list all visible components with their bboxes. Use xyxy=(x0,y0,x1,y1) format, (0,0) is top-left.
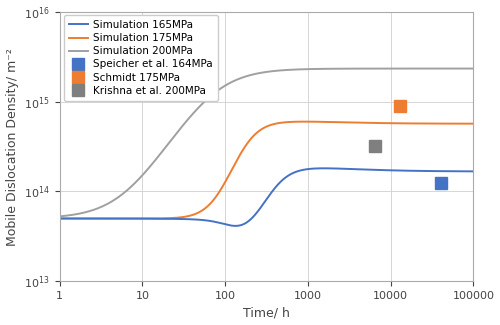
Simulation 200MPa xyxy=(470,67,476,71)
Simulation 175MPa xyxy=(462,122,468,125)
Simulation 175MPa xyxy=(56,216,62,220)
Simulation 165MPa xyxy=(470,169,476,173)
Simulation 165MPa xyxy=(232,224,238,228)
X-axis label: Time/ h: Time/ h xyxy=(243,306,290,319)
Simulation 165MPa xyxy=(418,169,424,173)
Simulation 200MPa xyxy=(233,78,239,82)
Simulation 165MPa xyxy=(234,224,239,228)
Simulation 200MPa xyxy=(104,202,110,206)
Line: Simulation 175MPa: Simulation 175MPa xyxy=(60,122,474,218)
Simulation 175MPa xyxy=(302,120,308,124)
Simulation 175MPa xyxy=(234,159,239,163)
Simulation 200MPa xyxy=(216,88,222,92)
Simulation 200MPa xyxy=(128,185,134,188)
Simulation 175MPa xyxy=(134,216,140,220)
Line: Simulation 200MPa: Simulation 200MPa xyxy=(60,69,474,216)
Legend: Simulation 165MPa, Simulation 175MPa, Simulation 200MPa, Speicher et al. 164MPa,: Simulation 165MPa, Simulation 175MPa, Si… xyxy=(64,15,218,101)
Simulation 165MPa xyxy=(462,169,468,173)
Simulation 200MPa xyxy=(56,214,62,218)
Simulation 175MPa xyxy=(128,216,134,220)
Simulation 165MPa xyxy=(321,166,327,170)
Simulation 165MPa xyxy=(56,216,62,220)
Simulation 175MPa xyxy=(470,122,476,126)
Simulation 165MPa xyxy=(128,217,134,221)
Y-axis label: Mobile Dislocation Density/ m⁻²: Mobile Dislocation Density/ m⁻² xyxy=(6,48,18,246)
Simulation 200MPa xyxy=(462,67,468,71)
Simulation 175MPa xyxy=(418,122,424,125)
Simulation 175MPa xyxy=(104,216,110,220)
Simulation 200MPa xyxy=(418,67,424,71)
Simulation 165MPa xyxy=(216,221,222,225)
Line: Simulation 165MPa: Simulation 165MPa xyxy=(60,168,474,226)
Simulation 165MPa xyxy=(104,216,110,220)
Simulation 175MPa xyxy=(216,191,222,195)
